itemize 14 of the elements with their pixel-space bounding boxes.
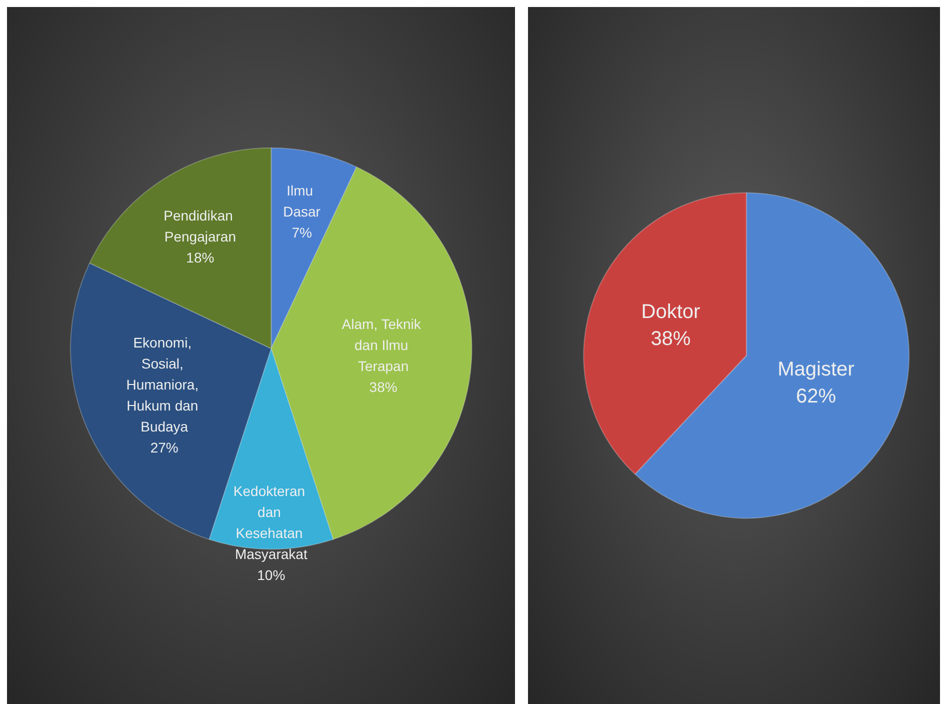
data-label: 27% [150, 439, 178, 456]
slice-label: Ilmu Dasar [283, 182, 321, 220]
data-label: 7% [292, 224, 312, 240]
slice-label: Alam, Teknik dan Ilmu Terapan [342, 316, 425, 374]
data-label: 62% [796, 386, 836, 408]
slice-label: Doktor [641, 301, 700, 324]
data-label: 38% [369, 379, 398, 396]
slice-label: Ekonomi, Sosial, Humaniora, Hukum dan Budaya [126, 334, 202, 434]
data-label: 38% [650, 328, 691, 350]
slice-label: Kedokteran dan Kesehatan Masyarakat [233, 483, 309, 562]
slice-label: Magister [778, 358, 855, 381]
data-label: 10% [257, 567, 286, 584]
data-label: 18% [186, 250, 214, 266]
slice-label: Pendidikan Pengajaran [164, 208, 237, 245]
